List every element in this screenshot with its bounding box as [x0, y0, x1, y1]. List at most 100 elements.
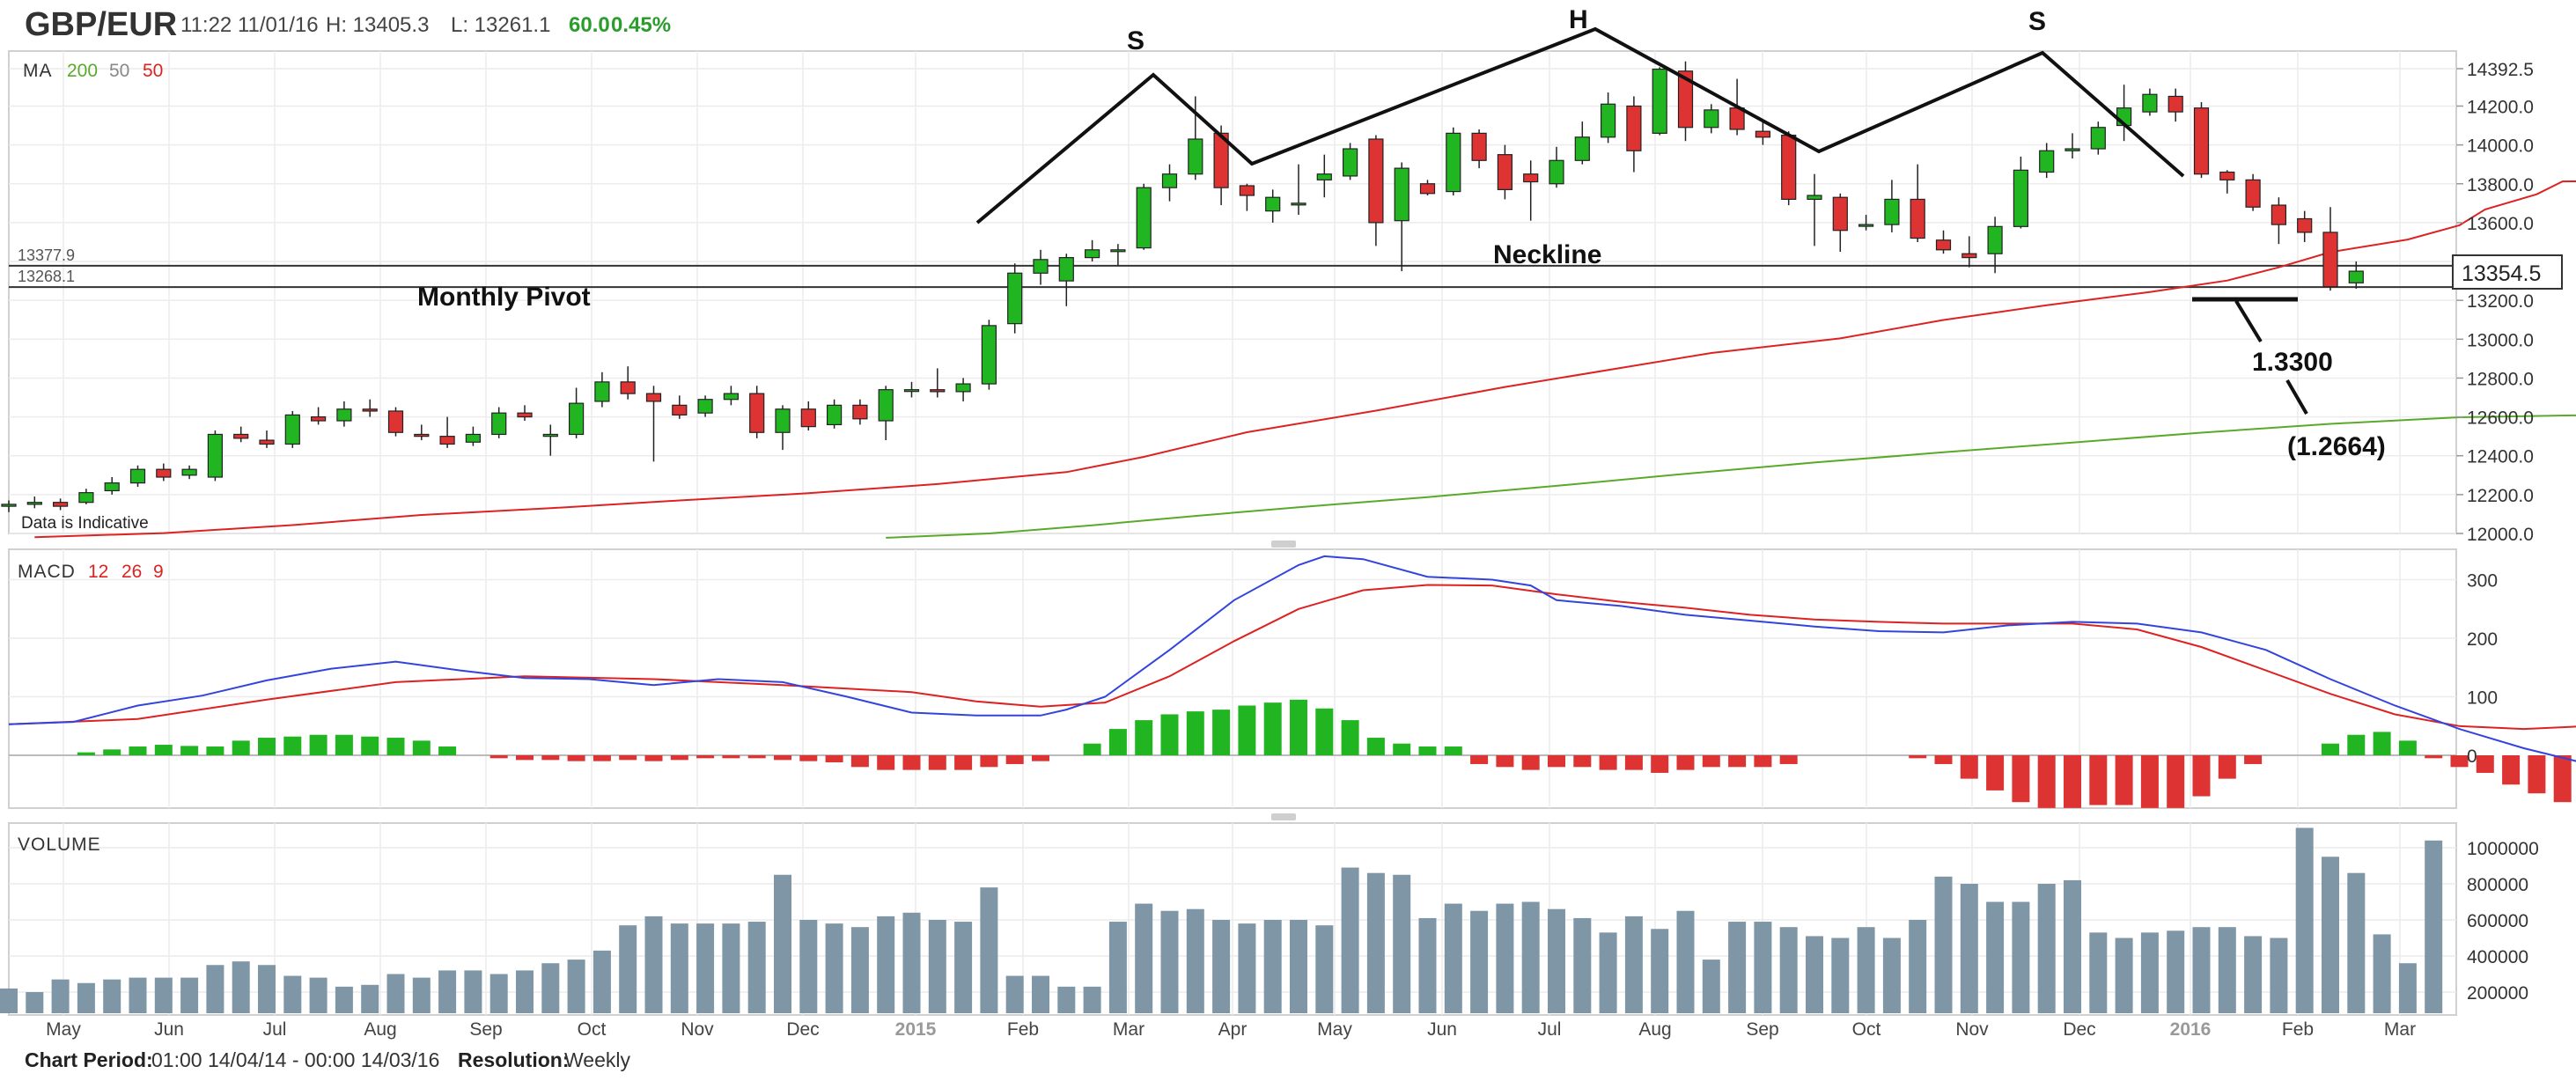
- candle-body: [362, 408, 378, 412]
- macd-hist-bar: [232, 740, 250, 755]
- candle: [1807, 173, 1822, 246]
- volume-bar: [2089, 932, 2108, 1013]
- candle-body: [852, 404, 868, 420]
- volume-bar: [774, 874, 791, 1013]
- candle: [387, 407, 404, 437]
- candle: [1213, 125, 1229, 206]
- candle: [2322, 207, 2338, 291]
- candle: [749, 386, 765, 438]
- candle-body: [955, 383, 971, 393]
- macd-hist-bar: [438, 746, 457, 755]
- candle-body: [800, 408, 816, 428]
- candle-body: [414, 433, 430, 438]
- volume-bar: [1986, 901, 2005, 1013]
- month-tick-label: Aug: [1638, 1019, 1671, 1040]
- volume-bar: [1806, 936, 1823, 1013]
- candle: [903, 381, 920, 398]
- indicative-note: Data is Indicative: [21, 514, 149, 533]
- volume-bar: [2244, 936, 2263, 1013]
- macd-hist-bar: [747, 755, 766, 759]
- volume-bar: [1728, 922, 1747, 1013]
- panel-resize-handle-1[interactable]: [1271, 540, 1296, 548]
- macd-hist-bar: [2450, 755, 2469, 768]
- macd-hist-bar: [980, 755, 998, 768]
- volume-bar: [2295, 827, 2314, 1013]
- ma200-series: [886, 414, 2576, 539]
- candle: [2219, 170, 2235, 194]
- candle: [1652, 67, 1667, 136]
- candle: [852, 399, 868, 425]
- macd-hist-bar: [1728, 755, 1747, 768]
- candle: [1368, 135, 1384, 246]
- volume-bar: [2398, 963, 2417, 1013]
- candle: [1755, 119, 1771, 145]
- macd-hist-bar: [2037, 755, 2056, 808]
- macd-hist-bar: [1676, 755, 1695, 770]
- month-tick-label: Nov: [1955, 1019, 1989, 1040]
- candle: [981, 320, 997, 390]
- macd-hist-bar: [386, 738, 405, 755]
- macd-hist-bar: [877, 755, 895, 770]
- candle: [2064, 133, 2080, 159]
- macd-hist-bar: [928, 755, 946, 770]
- candle-body: [1188, 138, 1203, 175]
- candle: [955, 378, 971, 401]
- candle-body: [233, 433, 249, 439]
- volume-bar: [335, 986, 353, 1013]
- volume-bar: [877, 916, 895, 1013]
- chart-header: GBP/EUR 11:22 11/01/16 H: 13405.3 L: 132…: [25, 6, 671, 43]
- candle-body: [1033, 259, 1049, 274]
- candle-body: [1136, 187, 1152, 249]
- volume-bar: [438, 970, 457, 1013]
- month-tick-label: May: [46, 1019, 81, 1040]
- candle-body: [129, 468, 146, 484]
- macd-hist-bar: [2064, 755, 2081, 808]
- candle-body: [1626, 105, 1642, 151]
- macd-hist-bar: [1366, 738, 1385, 755]
- macd-hist-bar: [722, 755, 740, 759]
- macd-hist-bar: [1960, 755, 1978, 779]
- price-tick-label: 14392.5: [2467, 60, 2534, 80]
- macd-hist-bar: [258, 738, 276, 755]
- volume-bar: [464, 970, 482, 1013]
- macd-title: MACD: [18, 562, 76, 582]
- candle-body: [1084, 249, 1100, 259]
- candle: [207, 430, 223, 482]
- target-arrow-2: [2285, 379, 2308, 415]
- macd-hist-bar: [2218, 755, 2236, 779]
- candle-body: [259, 439, 275, 445]
- macd-hist-bar: [2167, 755, 2185, 808]
- volume-bar: [2270, 938, 2288, 1013]
- candle: [52, 498, 69, 511]
- chart-footer: Chart Period: 01:00 14/04/14 - 00:00 14/…: [25, 1048, 630, 1071]
- macd-hist-bar: [1135, 720, 1153, 755]
- month-tick-label: Oct: [1852, 1019, 1881, 1040]
- candle-body: [2219, 171, 2235, 180]
- candle: [1419, 180, 1436, 195]
- head-shoulders-outline: [975, 26, 2185, 224]
- volume-bar: [980, 887, 998, 1013]
- macd-hist-bar: [1624, 755, 1643, 770]
- price-legend: MA 200 50 50: [23, 61, 163, 81]
- volume-bar: [412, 977, 431, 1013]
- volume-bar: [1779, 927, 1798, 1013]
- candle: [775, 405, 791, 451]
- candle-body: [2064, 148, 2080, 151]
- volume-bar: [232, 961, 250, 1013]
- candle-body: [775, 408, 791, 433]
- candle-body: [78, 492, 94, 504]
- candle-body: [1497, 154, 1513, 190]
- volume-bar: [799, 920, 818, 1013]
- volume-bar: [309, 977, 328, 1013]
- candle: [1058, 254, 1074, 306]
- candle: [311, 407, 327, 425]
- volume-bar: [1341, 867, 1359, 1013]
- volume-bar: [1160, 910, 1179, 1013]
- price-tick-label: 13600.0: [2467, 214, 2534, 234]
- candle-body: [1471, 132, 1487, 161]
- panel-resize-handle-2[interactable]: [1271, 813, 1296, 820]
- volume-bar: [1702, 960, 1720, 1013]
- macd-hist-bar: [489, 755, 508, 759]
- candle-body: [981, 325, 997, 385]
- candle: [2039, 143, 2055, 179]
